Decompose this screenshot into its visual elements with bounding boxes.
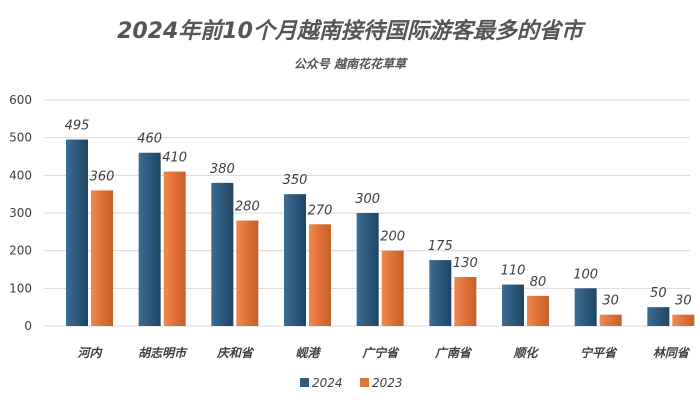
bar-2024 (211, 182, 234, 326)
data-label: 280 (235, 200, 260, 215)
y-tick-label: 0 (24, 319, 32, 333)
bar-2023 (236, 220, 259, 326)
bar-2023 (672, 314, 695, 326)
y-tick-label: 200 (9, 244, 32, 258)
y-tick-label: 300 (9, 206, 32, 220)
legend-swatch-2023 (360, 378, 369, 387)
data-label: 110 (501, 264, 526, 279)
x-tick-label: 河内 (77, 346, 103, 360)
bar-2023 (599, 314, 622, 326)
y-tick-label: 500 (9, 131, 32, 145)
bar-2024 (66, 139, 88, 326)
data-label: 175 (428, 239, 453, 254)
x-tick-label: 顺化 (512, 346, 539, 360)
data-label: 130 (453, 256, 478, 271)
data-label: 30 (675, 294, 692, 309)
bar-2024 (284, 194, 306, 326)
x-tick-label: 庆和省 (216, 346, 255, 360)
x-tick-label: 广宁省 (361, 346, 400, 360)
bar-2024 (138, 152, 161, 326)
data-label: 495 (65, 119, 90, 134)
bar-2023 (163, 171, 186, 326)
data-label: 80 (530, 275, 547, 290)
y-tick-label: 400 (9, 168, 32, 182)
data-label: 360 (90, 169, 115, 184)
legend-label: 2024 (312, 376, 343, 390)
bar-2024 (502, 284, 524, 326)
data-label: 200 (380, 230, 405, 245)
bar-2024 (356, 213, 379, 326)
bar-2023 (91, 190, 113, 326)
data-label: 300 (355, 192, 380, 207)
legend-label: 2023 (372, 376, 403, 390)
bar-2023 (527, 295, 549, 326)
x-tick-label: 广南省 (434, 346, 473, 360)
data-label: 50 (650, 286, 667, 301)
legend: 2024 2023 (300, 376, 403, 390)
x-tick-label: 岘港 (295, 346, 321, 360)
bar-2023 (381, 250, 404, 326)
legend-swatch-2024 (300, 378, 309, 387)
y-tick-label: 600 (9, 93, 32, 107)
data-label: 380 (210, 162, 235, 177)
bar-2024 (429, 260, 452, 326)
x-axis: 河内 胡志明市 庆和省 岘港 广宁省 广南省 顺化 宁平省 林同省 (77, 346, 690, 360)
bar-2024 (574, 288, 597, 326)
data-label: 30 (602, 294, 619, 309)
data-label: 350 (283, 173, 308, 188)
x-tick-label: 胡志明市 (138, 346, 188, 360)
data-label: 410 (162, 151, 187, 166)
chart-title: 2024年前10个月越南接待国际游客最多的省市 (117, 18, 587, 44)
bar-2023 (309, 224, 331, 326)
x-tick-label: 林同省 (653, 346, 691, 360)
chart-subtitle: 公众号 越南花花草草 (294, 57, 408, 71)
data-label: 100 (573, 267, 598, 282)
data-label: 460 (137, 132, 162, 147)
bar-2024 (647, 307, 670, 326)
bar-2023 (454, 277, 477, 326)
y-axis: 0 100 200 300 400 500 600 (9, 93, 32, 333)
data-label: 270 (308, 203, 333, 218)
x-tick-label: 宁平省 (580, 346, 618, 360)
y-tick-label: 100 (9, 281, 32, 295)
